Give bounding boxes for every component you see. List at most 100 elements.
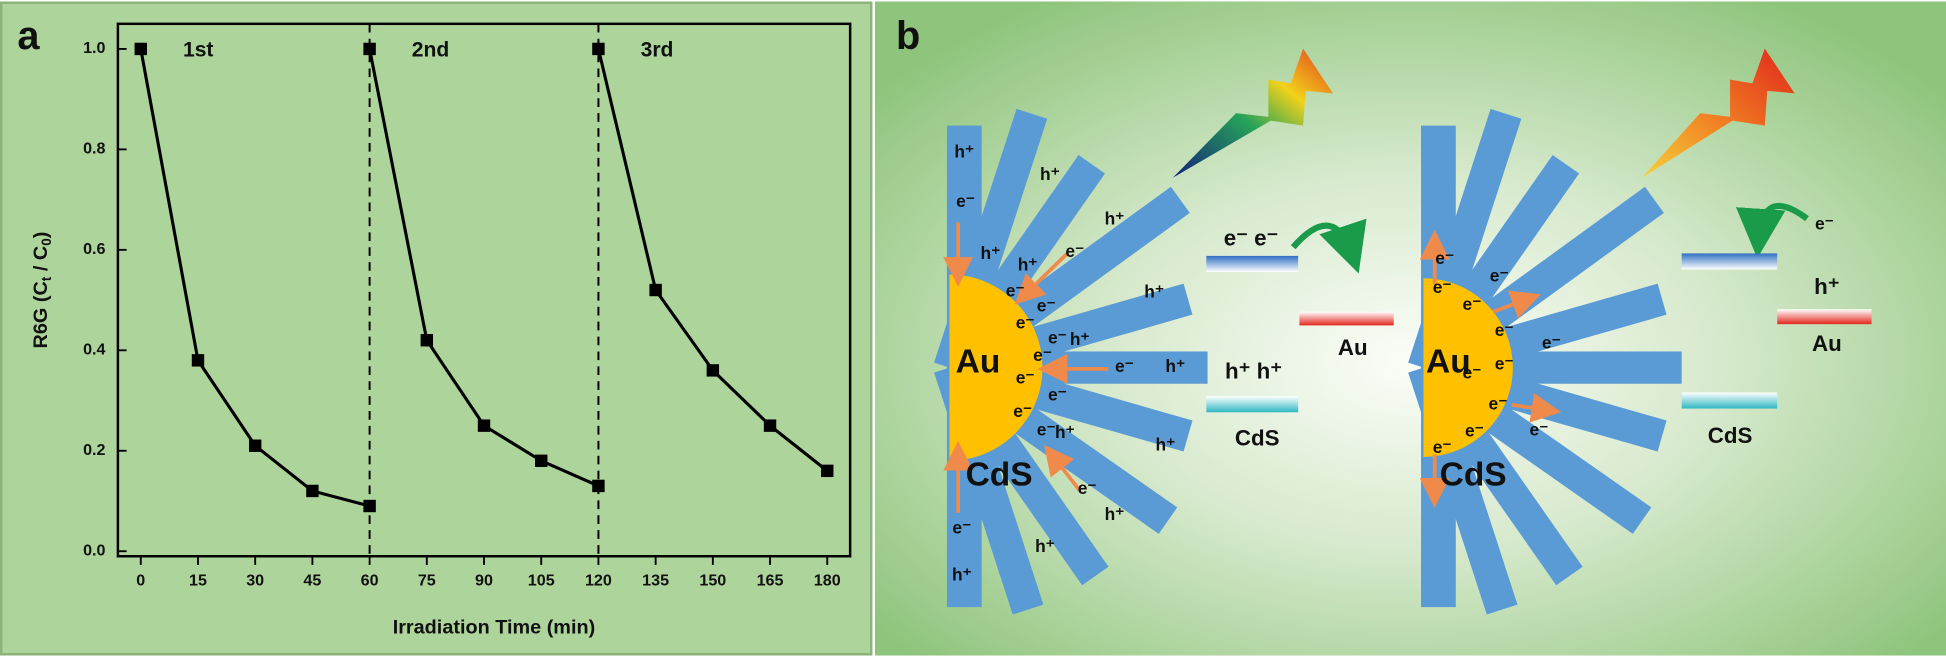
transfer-arrow: [1290, 218, 1367, 274]
charge-label: h⁺: [1105, 504, 1125, 524]
charge-label: e⁻: [1495, 320, 1514, 340]
cycle-label: 3rd: [641, 39, 674, 62]
data-point: [535, 454, 548, 468]
cds-label: CdS: [966, 457, 1033, 494]
charge-label: h⁺: [1155, 434, 1175, 454]
charge-label: e⁻: [1013, 401, 1032, 421]
charge-label: e⁻: [1489, 393, 1508, 413]
diagram: h⁺h⁺e⁻h⁺h⁺h⁺e⁻e⁻e⁻e⁻e⁻e⁻e⁻e⁻e⁻e⁻h⁺h⁺e⁻ h⁺…: [934, 48, 1872, 615]
charge-label: e⁻: [1542, 333, 1561, 353]
au-label: Au: [1426, 344, 1471, 381]
x-tick-label: 105: [528, 571, 555, 589]
charge-label: e⁻: [1006, 280, 1025, 300]
charge-label: h⁺: [954, 141, 974, 161]
x-tick-label: 15: [189, 571, 207, 589]
y-tick-label: 0.8: [83, 140, 105, 158]
electron-arrow: [1492, 290, 1541, 319]
panel-label: b: [896, 14, 920, 58]
charge-label: e⁻: [1016, 367, 1035, 387]
conduction-band: [1206, 255, 1299, 273]
data-point: [134, 42, 147, 56]
y-axis-title-part: 0: [39, 238, 54, 246]
level-charges: h⁺ h⁺: [1225, 358, 1282, 383]
level-label: CdS: [1708, 423, 1753, 448]
y-tick-label: 0.0: [83, 541, 105, 559]
charge-label: e⁻: [1048, 385, 1067, 405]
level-label: Au: [1338, 335, 1368, 360]
electron-arrow: [1044, 444, 1082, 492]
charge-label: h⁺: [1035, 536, 1055, 556]
y-tick-label: 0.4: [83, 341, 105, 359]
charge-label: e⁻: [1078, 478, 1097, 498]
data-point: [306, 484, 319, 498]
cycle-label: 1st: [183, 39, 213, 62]
y-axis-title-part: t: [39, 276, 54, 281]
x-tick-label: 45: [303, 571, 321, 589]
x-tick-label: 30: [246, 571, 264, 589]
y-axis-title: R6G (Ct / C0): [30, 232, 53, 349]
valence-band: [1206, 396, 1299, 413]
x-tick-label: 90: [475, 571, 493, 589]
charge-label: e⁻: [1530, 419, 1549, 439]
au-fermi-level: [1299, 311, 1394, 326]
data-point: [821, 464, 834, 478]
charge-label: h⁺: [952, 565, 972, 585]
au-fermi-level: [1777, 309, 1872, 325]
panel-label: a: [17, 14, 40, 58]
charge-label: h⁺: [1144, 282, 1164, 302]
au-particle: [949, 274, 1043, 461]
conduction-band: [1681, 253, 1778, 270]
valence-band: [1681, 392, 1778, 409]
level-charges: e⁻ e⁻: [1224, 226, 1279, 251]
x-tick-label: 0: [136, 571, 145, 589]
level-label: Au: [1812, 331, 1842, 356]
data-point: [477, 419, 491, 432]
charge-label: h⁺: [980, 243, 1000, 263]
data-point: [706, 364, 720, 377]
data-point: [363, 42, 376, 56]
x-tick-label: 60: [361, 571, 379, 589]
x-tick-label: 75: [418, 571, 436, 589]
data-point: [248, 439, 262, 452]
charge-label: h⁺: [1040, 164, 1060, 184]
electron-arrow: [1511, 393, 1562, 423]
data-point: [592, 42, 605, 56]
au-particle: [1423, 278, 1513, 457]
level-charges: h⁺: [1814, 274, 1839, 299]
charge-label: h⁺: [1070, 329, 1090, 349]
y-tick-label: 0.2: [83, 441, 105, 459]
charge-label: h⁺: [1105, 209, 1125, 229]
data-point: [763, 419, 777, 432]
charge-label: e⁻: [1037, 295, 1056, 315]
charge-label: e⁻: [1465, 421, 1484, 441]
x-tick-label: 135: [642, 571, 669, 589]
charge-label: e⁻: [1065, 241, 1084, 261]
y-axis-title-part: ): [30, 232, 52, 239]
transfer-arrow: [1735, 202, 1809, 259]
charge-label: e⁻: [1495, 354, 1514, 374]
data-point: [649, 283, 662, 297]
charge-label: h⁺: [1165, 356, 1185, 376]
cycle-label: 2nd: [412, 39, 449, 62]
x-tick-label: 180: [814, 571, 841, 589]
au-label: Au: [956, 344, 1001, 381]
electron-arrow: [1014, 252, 1069, 305]
charge-label: h⁺: [1055, 422, 1075, 442]
charge-label: e⁻: [1037, 419, 1056, 439]
x-tick-label: 120: [585, 571, 612, 589]
charge-label: h⁺: [1018, 254, 1038, 274]
light-bolt: [1172, 48, 1333, 178]
charge-label: e⁻: [1433, 277, 1452, 297]
y-axis-title-part: R6G (C: [30, 281, 52, 348]
charge-label: e⁻: [952, 518, 971, 538]
x-axis-title: Irradiation Time (min): [393, 616, 596, 638]
data-point: [420, 334, 434, 347]
charge-label: e⁻: [1462, 294, 1481, 314]
x-tick-label: 165: [757, 571, 784, 589]
light-bolt: [1641, 48, 1795, 178]
charge-label: e⁻: [1433, 437, 1452, 457]
chart: 0.0 0.2 0.4 0.6 0.8 1.0 0 15 30 45 60 75 90 105 120 135…: [30, 22, 852, 638]
charge-label: e⁻: [956, 191, 975, 211]
